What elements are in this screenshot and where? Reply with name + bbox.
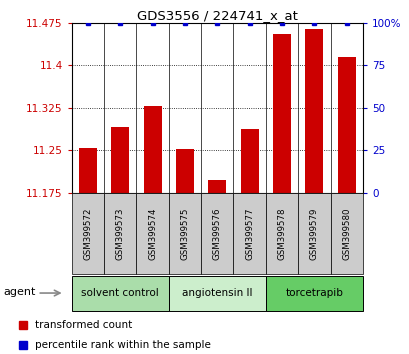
Text: angiotensin II: angiotensin II [182, 288, 252, 298]
Bar [136, 193, 169, 274]
Bar [72, 193, 104, 274]
Title: GDS3556 / 224741_x_at: GDS3556 / 224741_x_at [137, 9, 297, 22]
Text: GSM399577: GSM399577 [245, 207, 254, 260]
Bar [169, 276, 265, 312]
Bar [265, 276, 362, 312]
Bar [72, 276, 169, 312]
Bar [144, 106, 161, 193]
Text: GSM399578: GSM399578 [277, 207, 286, 260]
Text: transformed count: transformed count [35, 320, 132, 330]
Bar [111, 127, 129, 193]
Text: percentile rank within the sample: percentile rank within the sample [35, 340, 210, 350]
Text: torcetrapib: torcetrapib [285, 288, 342, 298]
Bar [272, 34, 290, 193]
Text: agent: agent [4, 287, 36, 297]
Bar [201, 193, 233, 274]
Bar [265, 193, 297, 274]
Bar [337, 57, 355, 193]
Text: GSM399573: GSM399573 [115, 207, 124, 260]
Text: GSM399580: GSM399580 [342, 207, 351, 260]
Text: GSM399575: GSM399575 [180, 207, 189, 260]
Bar [305, 29, 322, 193]
Text: GSM399579: GSM399579 [309, 207, 318, 260]
Bar [169, 193, 201, 274]
Bar [240, 129, 258, 193]
Bar [104, 193, 136, 274]
Text: GSM399574: GSM399574 [148, 207, 157, 260]
Bar [233, 193, 265, 274]
Bar [175, 149, 193, 193]
Text: solvent control: solvent control [81, 288, 159, 298]
Text: GSM399576: GSM399576 [212, 207, 221, 260]
Bar [297, 193, 330, 274]
Bar [330, 193, 362, 274]
Text: GSM399572: GSM399572 [83, 207, 92, 260]
Bar [208, 181, 226, 193]
Bar [79, 148, 97, 193]
